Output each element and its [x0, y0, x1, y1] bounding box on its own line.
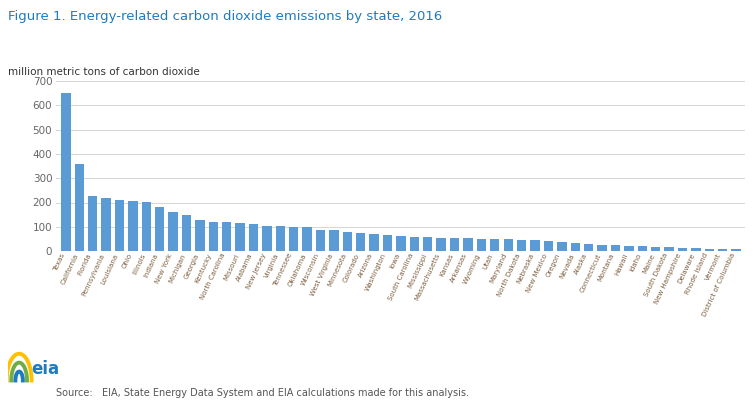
Bar: [664, 247, 674, 251]
Bar: [316, 230, 325, 251]
Bar: [624, 246, 633, 251]
Bar: [718, 249, 727, 251]
Bar: [128, 201, 138, 251]
Bar: [557, 242, 566, 251]
Bar: [691, 248, 700, 251]
Bar: [410, 237, 419, 251]
Bar: [248, 224, 258, 251]
Bar: [75, 164, 84, 251]
Bar: [155, 207, 164, 251]
Bar: [423, 237, 432, 251]
Bar: [651, 247, 660, 251]
Text: Source:   EIA, State Energy Data System and EIA calculations made for this analy: Source: EIA, State Energy Data System an…: [56, 388, 469, 398]
Bar: [356, 233, 365, 251]
Bar: [383, 234, 392, 251]
Bar: [731, 249, 741, 251]
Bar: [343, 232, 352, 251]
Bar: [450, 238, 459, 251]
Bar: [638, 246, 647, 251]
Bar: [114, 200, 124, 251]
Bar: [544, 241, 553, 251]
Bar: [236, 223, 245, 251]
Bar: [329, 230, 339, 251]
Bar: [678, 248, 687, 251]
Bar: [209, 222, 218, 251]
Bar: [102, 198, 111, 251]
Bar: [88, 196, 97, 251]
Bar: [504, 239, 513, 251]
Bar: [517, 240, 526, 251]
Bar: [142, 202, 151, 251]
Bar: [222, 222, 231, 251]
Bar: [61, 94, 71, 251]
Bar: [195, 220, 205, 251]
Text: eia: eia: [32, 360, 59, 378]
Bar: [611, 245, 620, 251]
Bar: [571, 243, 580, 251]
Text: million metric tons of carbon dioxide: million metric tons of carbon dioxide: [8, 67, 200, 77]
Bar: [303, 227, 312, 251]
Bar: [705, 249, 714, 251]
Bar: [597, 245, 607, 251]
Bar: [477, 239, 486, 251]
Bar: [169, 212, 178, 251]
Bar: [370, 234, 379, 251]
Bar: [181, 215, 191, 251]
Bar: [530, 241, 540, 251]
Bar: [289, 227, 298, 251]
Bar: [584, 244, 593, 251]
Bar: [463, 239, 473, 251]
Bar: [276, 226, 285, 251]
Text: Figure 1. Energy-related carbon dioxide emissions by state, 2016: Figure 1. Energy-related carbon dioxide …: [8, 10, 442, 23]
Bar: [437, 238, 446, 251]
Bar: [396, 236, 406, 251]
Bar: [490, 239, 499, 251]
Bar: [262, 226, 272, 251]
